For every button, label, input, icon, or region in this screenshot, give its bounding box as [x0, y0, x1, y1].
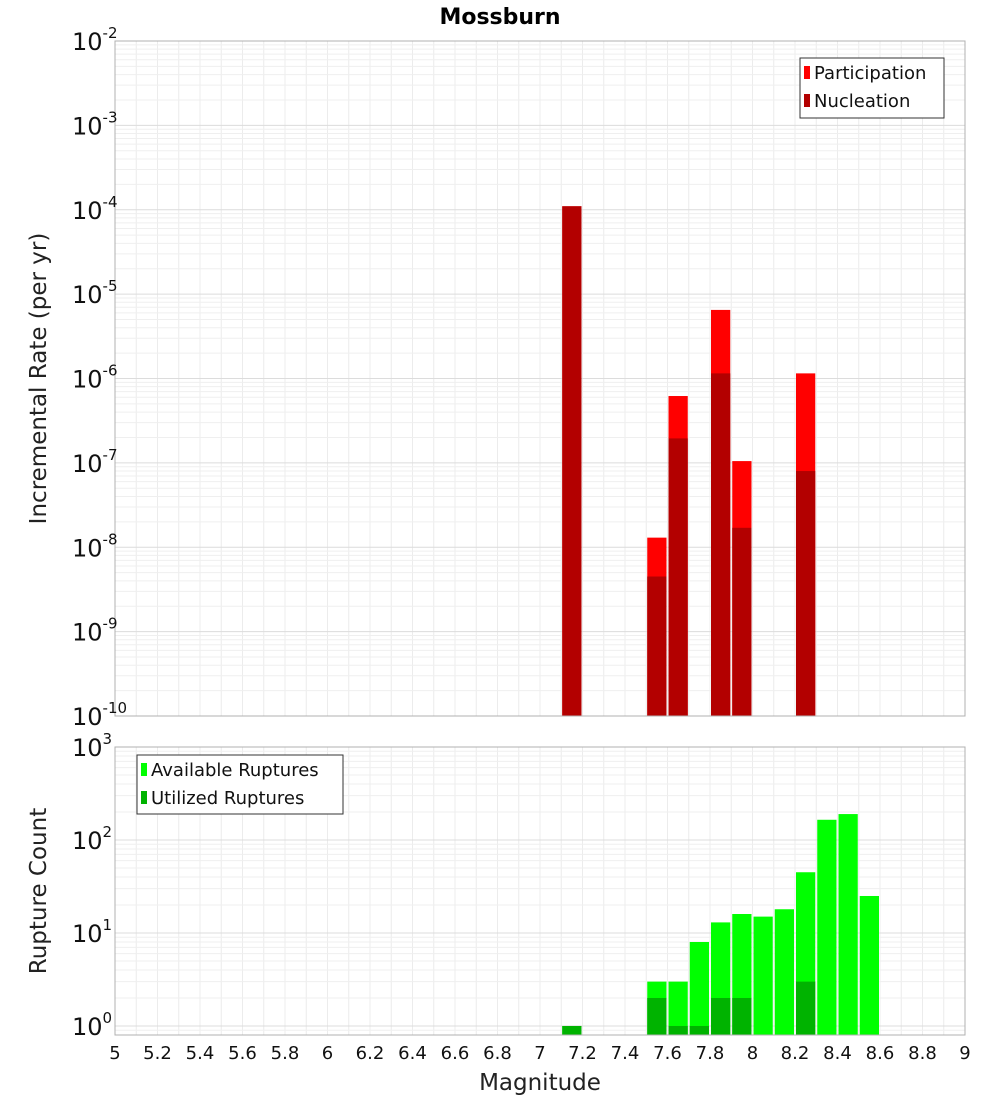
y-tick-label: 10-2: [72, 24, 118, 56]
rate-panel: 10-10 10-9 10-8 10-7 10-6 10-5 10-4 10-3 10-2 Par…: [72, 24, 966, 731]
y-tick-label: 10-6: [72, 362, 118, 394]
x-tick-label: 5: [109, 1043, 120, 1064]
bar-available-ruptures: [668, 981, 688, 1035]
legend-swatch: [804, 94, 810, 107]
count-y-axis-label: Rupture Count: [26, 808, 52, 974]
legend-label: Utilized Ruptures: [151, 788, 304, 809]
legend-label: Nucleation: [814, 91, 910, 112]
bar-nucleation: [668, 438, 688, 716]
y-tick-label: 10-5: [72, 277, 118, 309]
x-tick-label: 5.2: [143, 1043, 172, 1064]
bar-available-ruptures: [774, 909, 794, 1035]
bar-available-ruptures: [859, 895, 879, 1035]
bar-utilized-ruptures: [796, 981, 816, 1035]
bar-nucleation: [711, 373, 731, 716]
x-tick-label: 8.6: [866, 1043, 895, 1064]
bar-nucleation: [796, 471, 816, 716]
bar-available-ruptures: [753, 916, 773, 1035]
legend-swatch: [141, 791, 147, 804]
count-panel: 100 101 102 103 Available Ruptures Utilized R…: [72, 730, 966, 1041]
y-tick-label: 10-4: [72, 193, 118, 225]
plot-border: [114, 746, 966, 1036]
y-tick-label: 101: [72, 916, 112, 948]
bar-utilized-ruptures: [562, 1025, 582, 1035]
legend-swatch: [804, 66, 810, 79]
x-tick-label: 8.4: [823, 1043, 852, 1064]
legend-swatch: [141, 763, 147, 776]
y-tick-label: 10-3: [72, 108, 118, 140]
x-tick-label: 7.4: [611, 1043, 640, 1064]
x-tick-label: 5.6: [228, 1043, 257, 1064]
legend-label: Available Ruptures: [151, 760, 319, 781]
x-tick-label: 7.2: [568, 1043, 597, 1064]
x-tick-label: 7.6: [653, 1043, 682, 1064]
plot-border: [114, 40, 966, 717]
x-tick-label: 7.8: [696, 1043, 725, 1064]
x-axis-label: Magnitude: [479, 1070, 601, 1096]
x-tick-label: 8.2: [781, 1043, 810, 1064]
y-tick-label: 10-9: [72, 615, 118, 647]
y-tick-label: 10-10: [72, 699, 127, 731]
x-tick-label: 6.6: [441, 1043, 470, 1064]
y-tick-label: 100: [72, 1009, 112, 1041]
x-tick-label: 5.4: [186, 1043, 215, 1064]
y-tick-label: 102: [72, 823, 112, 855]
x-tick-label: 8.8: [908, 1043, 937, 1064]
y-tick-label: 103: [72, 730, 112, 762]
bar-available-ruptures: [689, 942, 709, 1035]
legend-label: Participation: [814, 63, 926, 84]
x-tick-label: 9: [959, 1043, 970, 1064]
bar-utilized-ruptures: [647, 997, 667, 1035]
x-tick-label: 7: [534, 1043, 545, 1064]
x-tick-label: 8: [747, 1043, 758, 1064]
bar-nucleation: [562, 206, 582, 716]
bar-utilized-ruptures: [732, 997, 752, 1035]
bar-utilized-ruptures: [668, 1025, 688, 1035]
bar-nucleation: [647, 576, 667, 716]
legend-box: [799, 57, 945, 119]
y-tick-label: 10-7: [72, 446, 118, 478]
legend-box: [136, 754, 344, 815]
x-tick-label: 6.4: [398, 1043, 427, 1064]
rate-y-axis-label: Incremental Rate (per yr): [26, 233, 52, 525]
x-tick-label: 5.8: [271, 1043, 300, 1064]
bar-utilized-ruptures: [689, 1025, 709, 1035]
bar-nucleation: [732, 527, 752, 716]
bar-available-ruptures: [838, 814, 858, 1035]
x-axis: 5 5.2 5.4 5.6 5.8 6 6.2 6.4 6.6 6.8 7 7.2 7.4 7.6 7.8 8…: [109, 1043, 970, 1064]
bar-available-ruptures: [817, 819, 837, 1035]
chart-title: Mossburn: [439, 5, 560, 30]
x-tick-label: 6: [322, 1043, 333, 1064]
bar-utilized-ruptures: [711, 997, 731, 1035]
x-tick-label: 6.2: [356, 1043, 385, 1064]
y-tick-label: 10-8: [72, 530, 118, 562]
x-tick-label: 6.8: [483, 1043, 512, 1064]
